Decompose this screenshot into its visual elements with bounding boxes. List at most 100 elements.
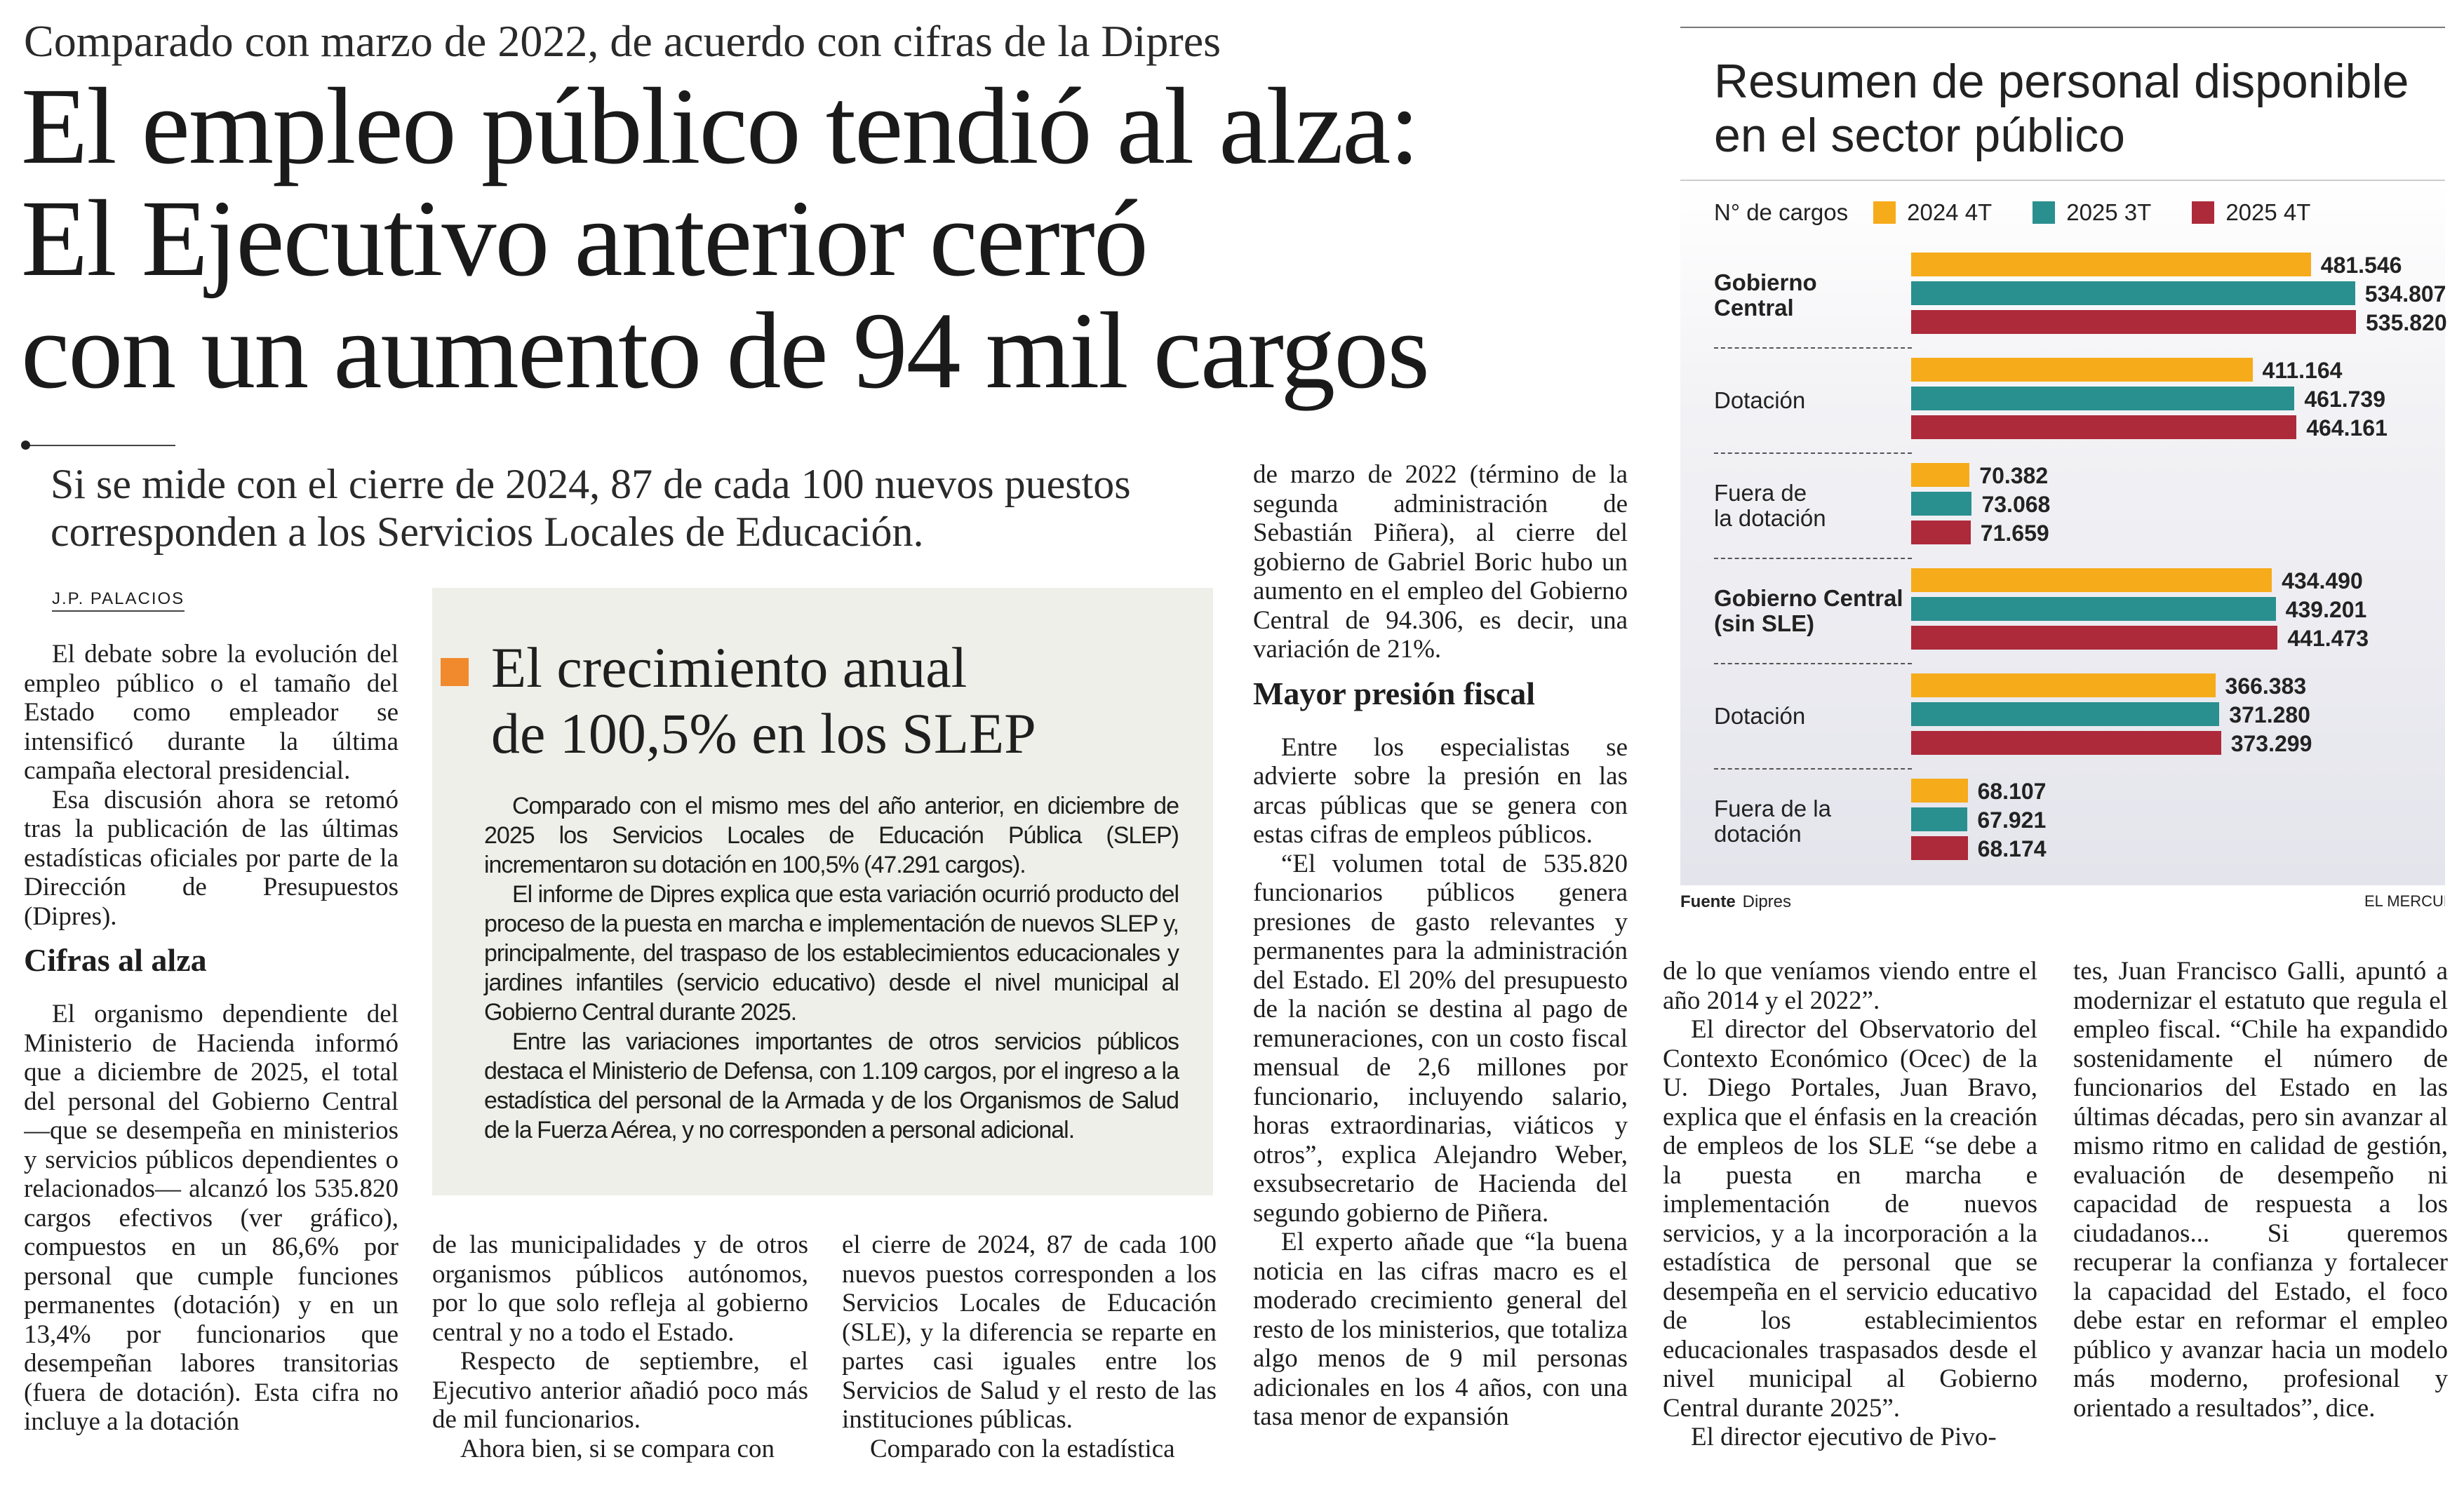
bar bbox=[1911, 281, 2355, 305]
box-title-line: de 100,5% en los SLEP bbox=[491, 702, 1036, 765]
article-column-5: de lo que veníamos viendo entre el año 2… bbox=[1663, 957, 2037, 1469]
data-label: 71.659 bbox=[1980, 521, 2049, 546]
data-label: 73.068 bbox=[1981, 492, 2051, 517]
legend-item: 2025 3T bbox=[2033, 199, 2151, 226]
deck: Si se mide con el cierre de 2024, 87 de … bbox=[51, 461, 1131, 555]
category-label: Fuera de la dotación bbox=[1714, 796, 1831, 847]
group-separator bbox=[1714, 452, 1912, 454]
bar bbox=[1911, 463, 1970, 487]
category-label: Dotación bbox=[1714, 387, 1806, 413]
paragraph: Ahora bien, si se compara con bbox=[460, 1434, 775, 1463]
data-label: 461.739 bbox=[2304, 387, 2386, 412]
square-bullet-icon bbox=[441, 658, 469, 686]
legend-label: 2025 3T bbox=[2066, 199, 2152, 225]
paragraph: Comparado con la estadística bbox=[870, 1434, 1175, 1463]
paragraph: el cierre de 2024, 87 de cada 100 nuevos… bbox=[842, 1230, 1217, 1434]
box-body: Comparado con el mismo mes del año anter… bbox=[484, 791, 1179, 1145]
category-label: Dotación bbox=[1714, 703, 1806, 729]
data-label: 371.280 bbox=[2229, 702, 2310, 727]
legend-item: 2025 4T bbox=[2192, 199, 2310, 226]
paragraph: Entre las variaciones importantes de otr… bbox=[484, 1028, 1179, 1143]
paragraph: de las municipalidades y de otros organi… bbox=[432, 1230, 808, 1347]
divider-dot bbox=[21, 441, 30, 450]
chart-title: Resumen de personal disponible en el sec… bbox=[1714, 55, 2409, 163]
byline: J.P. PALACIOS bbox=[52, 589, 185, 612]
bar bbox=[1911, 597, 2276, 621]
bar bbox=[1911, 626, 2278, 650]
legend-title: N° de cargos bbox=[1714, 199, 1849, 225]
data-label: 434.490 bbox=[2282, 568, 2363, 593]
legend-swatch bbox=[1873, 201, 1896, 224]
group-separator bbox=[1714, 347, 1912, 349]
publication-credit: EL MERCUR bbox=[2364, 892, 2445, 910]
data-label: 481.546 bbox=[2320, 253, 2402, 278]
category-label: Gobierno Central bbox=[1714, 269, 1817, 321]
bar bbox=[1911, 253, 2311, 276]
data-label: 366.383 bbox=[2225, 673, 2307, 699]
bar bbox=[1911, 779, 1968, 803]
bar bbox=[1911, 358, 2253, 382]
divider bbox=[1680, 180, 2445, 181]
group-separator bbox=[1714, 663, 1912, 664]
legend-label: 2024 4T bbox=[1907, 199, 1993, 225]
headline-line: El Ejecutivo anterior cerró bbox=[21, 177, 1149, 299]
data-label: 411.164 bbox=[2262, 358, 2343, 383]
subheading: Cifras al alza bbox=[24, 942, 207, 978]
source-note: Fuente Dipres bbox=[1680, 892, 1791, 912]
data-label: 534.807 bbox=[2364, 281, 2446, 307]
source-value: Dipres bbox=[1742, 892, 1792, 911]
box-title-line: El crecimiento anual bbox=[491, 636, 967, 699]
data-label: 68.174 bbox=[1977, 836, 2047, 861]
paragraph: Respecto de septiembre, el Ejecutivo ant… bbox=[432, 1347, 808, 1434]
data-label: 439.201 bbox=[2285, 597, 2367, 622]
paragraph: El informe de Dipres explica que esta va… bbox=[484, 881, 1179, 1026]
group-separator bbox=[1714, 768, 1912, 770]
paragraph: Entre los especialistas se advierte sobr… bbox=[1253, 732, 1628, 850]
data-label: 70.382 bbox=[1979, 463, 2049, 488]
divider bbox=[1680, 27, 2445, 28]
bar bbox=[1911, 415, 2297, 439]
data-label: 535.820 bbox=[2366, 310, 2447, 335]
paragraph: El organismo dependiente del Ministerio … bbox=[24, 1000, 399, 1436]
bar bbox=[1911, 387, 2295, 410]
group-separator bbox=[1714, 558, 1912, 559]
category-label: Gobierno Central (sin SLE) bbox=[1714, 585, 1903, 636]
legend-item: 2024 4T bbox=[1873, 199, 1992, 226]
paragraph: de lo que veníamos viendo entre el año 2… bbox=[1663, 957, 2037, 1015]
bar bbox=[1911, 702, 2220, 726]
subheading: Mayor presión fiscal bbox=[1253, 675, 1536, 711]
article-column-6: tes, Juan Francisco Galli, apuntó a mode… bbox=[2073, 957, 2448, 1469]
kicker: Comparado con marzo de 2022, de acuerdo … bbox=[24, 16, 1221, 66]
headline-line: con un aumento de 94 mil cargos bbox=[21, 290, 1430, 411]
bar-chart: Resumen de personal disponible en el sec… bbox=[1680, 27, 2447, 885]
legend-swatch bbox=[2033, 201, 2056, 224]
article-column-4: de marzo de 2022 (término de la segunda … bbox=[1253, 460, 1628, 1470]
paragraph: El director ejecutivo de Pivo- bbox=[1691, 1423, 1997, 1451]
paragraph: tes, Juan Francisco Galli, apuntó a mode… bbox=[2073, 957, 2448, 1423]
data-label: 68.107 bbox=[1977, 779, 2047, 804]
sidebar-box bbox=[432, 588, 1213, 1195]
bar bbox=[1911, 568, 2272, 592]
paragraph: El experto añade que “la buena noticia e… bbox=[1253, 1228, 1628, 1431]
bar bbox=[1911, 492, 1972, 516]
headline: El empleo público tendió al alza: El Eje… bbox=[21, 65, 1430, 411]
legend-swatch bbox=[2192, 201, 2215, 224]
headline-line: El empleo público tendió al alza: bbox=[21, 65, 1420, 187]
legend: N° de cargos 2024 4T 2025 3T 2025 4T bbox=[1714, 199, 2351, 226]
paragraph: Esa discusión ahora se retomó tras la pu… bbox=[24, 785, 399, 931]
paragraph: “El volumen total de 535.820 funcionario… bbox=[1253, 849, 1628, 1228]
paragraph: El director del Observatorio del Context… bbox=[1663, 1015, 2037, 1423]
bar bbox=[1911, 731, 2221, 755]
paragraph: Comparado con el mismo mes del año anter… bbox=[484, 793, 1179, 878]
paragraph: El debate sobre la evolución del empleo … bbox=[24, 640, 399, 785]
paragraph: de marzo de 2022 (término de la segunda … bbox=[1253, 460, 1628, 664]
data-label: 441.473 bbox=[2287, 626, 2369, 651]
bar bbox=[1911, 807, 1968, 831]
legend-label: 2025 4T bbox=[2225, 199, 2311, 225]
bar bbox=[1911, 836, 1968, 860]
data-label: 373.299 bbox=[2230, 731, 2312, 756]
bar bbox=[1911, 673, 2216, 697]
box-title: El crecimiento anual de 100,5% en los SL… bbox=[491, 635, 1036, 767]
chart-title-line: en el sector público bbox=[1714, 109, 2125, 162]
article-column-2: de las municipalidades y de otros organi… bbox=[432, 1230, 808, 1469]
